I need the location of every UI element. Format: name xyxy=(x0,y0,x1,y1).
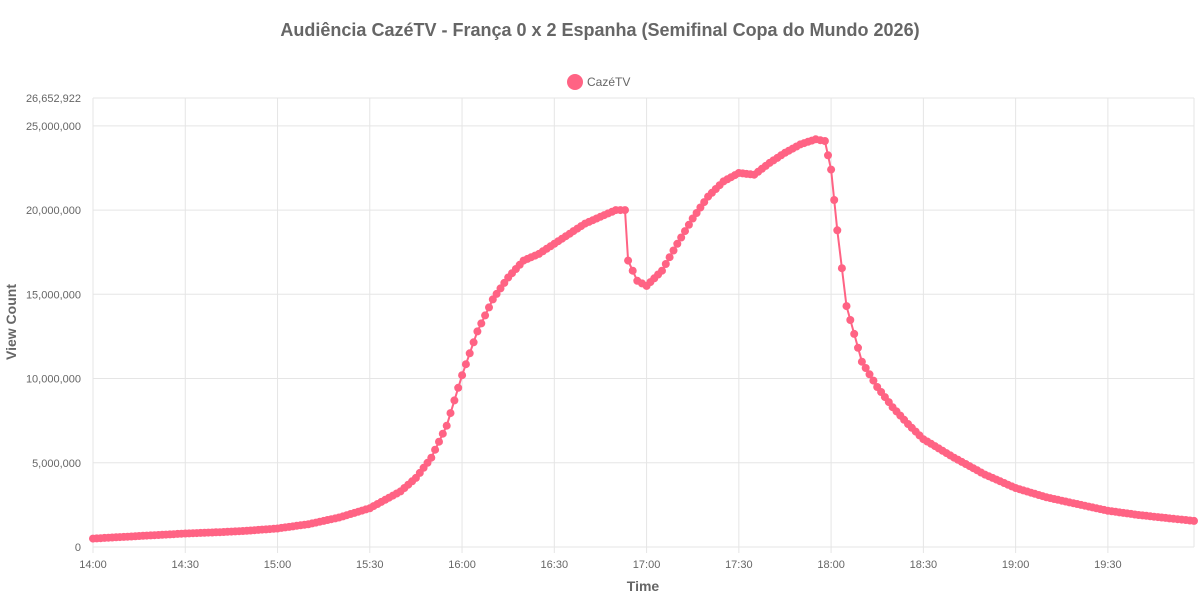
x-tick-label: 15:30 xyxy=(356,559,384,571)
data-point[interactable] xyxy=(850,329,859,338)
legend[interactable]: CazéTV xyxy=(567,74,630,90)
x-tick-label: 18:30 xyxy=(910,559,938,571)
y-axis-ticks: 0 5,000,000 10,000,000 15,000,000 20,000,000… xyxy=(26,93,81,554)
data-point[interactable] xyxy=(438,429,447,438)
x-tick-label: 17:30 xyxy=(725,559,753,571)
data-point[interactable] xyxy=(427,453,436,462)
data-point[interactable] xyxy=(665,253,674,262)
data-point[interactable] xyxy=(658,266,666,275)
data-point[interactable] xyxy=(824,151,832,160)
data-point[interactable] xyxy=(624,256,633,265)
data-point[interactable] xyxy=(865,370,874,379)
series-points-cazetv xyxy=(89,135,1198,543)
grid-lines xyxy=(92,97,1195,553)
y-tick-label: 10,000,000 xyxy=(26,374,81,386)
data-point[interactable] xyxy=(684,220,693,229)
y-tick-label: 0 xyxy=(75,542,81,554)
data-point[interactable] xyxy=(446,409,455,418)
data-point[interactable] xyxy=(661,260,670,268)
data-point[interactable] xyxy=(827,165,836,174)
data-point[interactable] xyxy=(621,206,629,215)
y-axis-title: View Count xyxy=(3,284,19,360)
data-point[interactable] xyxy=(857,357,866,366)
data-point[interactable] xyxy=(837,264,846,273)
legend-swatch-cazetv xyxy=(567,74,583,90)
x-axis-title: Time xyxy=(627,578,660,594)
x-tick-label: 16:00 xyxy=(448,559,476,571)
data-point[interactable] xyxy=(854,343,862,352)
x-tick-label: 14:00 xyxy=(79,559,107,571)
x-tick-label: 17:00 xyxy=(633,559,661,571)
x-tick-label: 16:30 xyxy=(541,559,569,571)
data-point[interactable] xyxy=(458,371,467,380)
x-tick-label: 19:00 xyxy=(1002,559,1030,571)
data-point[interactable] xyxy=(481,311,490,320)
data-point[interactable] xyxy=(833,226,842,235)
data-point[interactable] xyxy=(830,196,839,204)
data-point[interactable] xyxy=(869,376,878,385)
chart-title: Audiência CazéTV - França 0 x 2 Espanha … xyxy=(280,20,919,40)
x-tick-label: 18:00 xyxy=(817,559,845,571)
data-point[interactable] xyxy=(485,303,493,312)
x-axis-ticks: 14:00 14:30 15:00 15:30 16:00 16:30 17:00 17:30… xyxy=(79,559,1121,571)
data-point[interactable] xyxy=(473,327,482,336)
x-tick-label: 19:30 xyxy=(1094,559,1122,571)
y-tick-label: 26,652,922 xyxy=(26,93,81,105)
data-point[interactable] xyxy=(461,360,470,369)
legend-label-cazetv: CazéTV xyxy=(587,75,630,89)
data-point[interactable] xyxy=(435,437,443,446)
y-tick-label: 25,000,000 xyxy=(26,121,81,133)
data-point[interactable] xyxy=(454,383,463,392)
data-point[interactable] xyxy=(820,137,829,145)
data-point[interactable] xyxy=(469,338,478,347)
x-tick-label: 15:00 xyxy=(264,559,292,571)
y-tick-label: 20,000,000 xyxy=(26,205,81,217)
data-point[interactable] xyxy=(465,349,474,358)
data-point[interactable] xyxy=(477,319,486,328)
data-point[interactable] xyxy=(681,227,689,236)
data-point[interactable] xyxy=(861,364,870,372)
data-point[interactable] xyxy=(842,302,851,311)
data-point[interactable] xyxy=(628,266,637,275)
data-point[interactable] xyxy=(1190,516,1198,525)
data-point[interactable] xyxy=(431,445,440,454)
y-tick-label: 5,000,000 xyxy=(32,458,81,470)
x-tick-label: 14:30 xyxy=(171,559,199,571)
data-point[interactable] xyxy=(669,246,678,255)
y-tick-label: 15,000,000 xyxy=(26,289,81,301)
data-point[interactable] xyxy=(450,396,459,405)
data-point[interactable] xyxy=(846,316,855,324)
data-point[interactable] xyxy=(442,421,451,430)
series-line-cazetv xyxy=(92,138,1195,540)
data-point[interactable] xyxy=(673,239,682,248)
data-point[interactable] xyxy=(677,233,686,242)
